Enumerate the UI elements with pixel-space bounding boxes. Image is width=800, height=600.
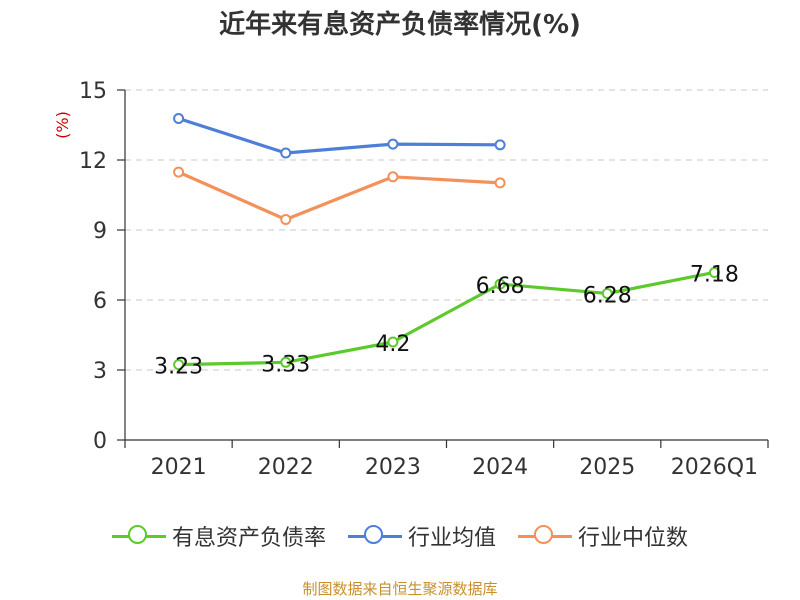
data-point bbox=[708, 266, 720, 278]
legend-swatch bbox=[111, 524, 166, 548]
data-label: 6.68 bbox=[476, 274, 525, 299]
y-tick-label: 12 bbox=[79, 149, 107, 174]
y-tick-label: 6 bbox=[93, 289, 107, 314]
data-point bbox=[280, 147, 292, 159]
legend-item: 行业均值 bbox=[347, 520, 496, 552]
y-tick-label: 9 bbox=[93, 219, 107, 244]
data-source-note: 制图数据来自恒生聚源数据库 bbox=[302, 580, 498, 598]
x-tick-label: 2026Q1 bbox=[671, 455, 758, 480]
series-line bbox=[177, 170, 501, 222]
data-label: 6.28 bbox=[583, 283, 632, 308]
x-tick-label: 2024 bbox=[472, 455, 528, 480]
data-point bbox=[387, 171, 399, 183]
series-line bbox=[178, 116, 501, 155]
data-point bbox=[280, 356, 292, 368]
legend-item: 行业中位数 bbox=[518, 520, 688, 552]
data-label: 3.33 bbox=[261, 352, 310, 377]
legend-label: 行业中位数 bbox=[578, 526, 689, 551]
legend-swatch bbox=[518, 524, 572, 548]
y-tick-label: 15 bbox=[79, 79, 107, 104]
data-point bbox=[387, 138, 399, 150]
series-line bbox=[178, 270, 715, 367]
data-point bbox=[494, 139, 506, 151]
data-point bbox=[494, 278, 506, 290]
x-tick-label: 2022 bbox=[258, 455, 314, 480]
y-axis-label: (%) bbox=[53, 111, 72, 139]
x-tick-label: 2023 bbox=[365, 455, 421, 480]
legend-label: 有息资产负债率 bbox=[171, 526, 326, 551]
data-label: 7.18 bbox=[690, 262, 739, 287]
y-tick-label: 3 bbox=[93, 359, 107, 384]
data-point bbox=[601, 287, 613, 299]
chart-title: 近年来有息资产负债率情况(%) bbox=[219, 10, 581, 40]
legend-label: 行业均值 bbox=[407, 526, 496, 551]
data-point bbox=[173, 359, 185, 371]
x-tick-label: 2021 bbox=[151, 455, 207, 480]
legend-swatch bbox=[347, 524, 402, 548]
data-label: 3.23 bbox=[154, 355, 203, 380]
data-point bbox=[173, 112, 185, 124]
y-tick-label: 0 bbox=[93, 429, 107, 454]
data-point bbox=[173, 166, 185, 178]
legend-item: 有息资产负债率 bbox=[111, 520, 326, 552]
data-point bbox=[494, 177, 506, 189]
data-point bbox=[280, 214, 292, 225]
chart-legend: 有息资产负债率 行业均值 行业中位数 bbox=[0, 518, 800, 554]
data-point bbox=[387, 336, 399, 348]
x-tick-label: 2025 bbox=[579, 455, 635, 480]
data-label: 4.2 bbox=[375, 332, 410, 357]
